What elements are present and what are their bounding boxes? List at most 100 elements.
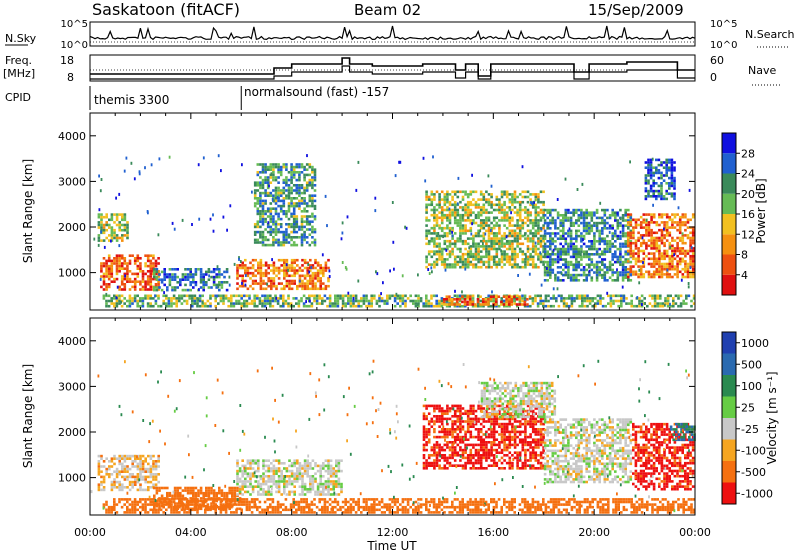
power-echo-cell <box>259 199 262 203</box>
power-echo-cell <box>666 294 670 298</box>
power-echo-cell <box>492 258 496 261</box>
power-echo-cell <box>569 216 573 220</box>
velocity-echo-cell <box>231 494 234 498</box>
power-echo-cell <box>469 255 473 259</box>
power-echo-cell <box>287 178 291 182</box>
power-echo-cell <box>110 302 113 305</box>
power-echo-cell <box>440 213 444 217</box>
power-echo-cell <box>456 263 460 266</box>
power-echo-cell <box>649 169 653 172</box>
power-echo-cell <box>565 297 568 300</box>
power-echo-cell <box>262 282 265 285</box>
power-echo-cell <box>549 253 552 256</box>
power-echo-cell <box>549 245 552 248</box>
power-echo-cell <box>178 294 181 298</box>
power-echo-cell <box>266 230 270 234</box>
velocity-echo-cell <box>293 493 296 496</box>
velocity-echo-cell <box>102 475 106 479</box>
power-echo-cell <box>309 287 312 291</box>
power-echo-cell <box>691 247 695 250</box>
power-echo-cell <box>298 282 302 285</box>
power-echo-cell <box>334 302 337 305</box>
power-echo-cell <box>580 245 583 248</box>
power-echo-cell <box>240 297 243 300</box>
power-echo-cell <box>352 299 355 303</box>
power-echo-cell <box>197 163 200 167</box>
power-echo-cell <box>621 271 625 274</box>
velocity-echo-cell <box>176 486 179 490</box>
velocity-echo-cell <box>301 467 304 470</box>
power-echo-cell <box>603 208 607 212</box>
power-echo-cell <box>305 163 309 166</box>
power-echo-cell <box>245 304 249 308</box>
power-echo-cell <box>425 258 428 261</box>
power-echo-cell <box>649 163 653 167</box>
power-echo-cell <box>471 222 473 226</box>
velocity-echo-cell <box>288 480 291 483</box>
velocity-echo-cell <box>244 467 247 470</box>
power-echo-cell <box>118 267 121 270</box>
velocity-echo-cell <box>110 457 114 460</box>
power-echo-cell <box>440 258 444 261</box>
power-echo-cell <box>624 245 627 248</box>
power-echo-cell <box>378 294 381 298</box>
power-echo-cell <box>253 202 257 205</box>
power-echo-cell <box>537 211 540 214</box>
power-echo-cell <box>184 273 187 276</box>
power-echo-cell <box>154 272 158 276</box>
power-echo-cell <box>503 232 506 235</box>
power-echo-cell <box>572 245 575 248</box>
power-echo-cell <box>176 268 179 271</box>
velocity-echo-cell <box>301 475 304 478</box>
power-echo-cell <box>601 253 604 256</box>
power-echo-cell <box>110 231 114 235</box>
velocity-echo-cell <box>115 467 119 471</box>
power-echo-cell <box>490 304 493 308</box>
power-echo-cell <box>261 304 264 308</box>
power-echo-cell <box>298 186 301 190</box>
power-echo-cell <box>619 260 622 264</box>
power-echo-cell <box>511 234 514 238</box>
power-echo-cell <box>476 298 480 301</box>
power-echo-cell <box>162 294 165 298</box>
velocity-echo-cell <box>251 488 255 491</box>
power-echo-cell <box>676 244 679 248</box>
power-echo-cell <box>136 275 140 278</box>
power-echo-cell <box>537 237 540 240</box>
power-echo-cell <box>588 247 591 251</box>
power-echo-cell <box>453 304 457 308</box>
power-echo-cell <box>606 245 609 248</box>
power-echo-cell <box>601 219 604 222</box>
power-echo-cell <box>623 295 626 299</box>
velocity-echo-cell <box>176 494 179 498</box>
power-echo-cell <box>139 262 142 265</box>
power-echo-cell <box>616 258 620 261</box>
power-echo-cell <box>503 242 506 246</box>
power-echo-cell <box>238 257 240 261</box>
power-echo-cell <box>210 270 213 274</box>
velocity-echo-cell <box>131 483 134 486</box>
power-echo-cell <box>446 239 449 243</box>
power-echo-cell <box>314 271 317 275</box>
power-echo-cell <box>534 294 537 298</box>
power-echo-cell <box>686 249 690 253</box>
power-echo-cell <box>494 303 498 306</box>
power-echo-cell <box>459 247 462 251</box>
velocity-echo-cell <box>249 477 252 481</box>
power-echo-cell <box>542 208 545 212</box>
power-echo-cell <box>435 219 439 222</box>
power-echo-cell <box>298 176 301 179</box>
power-echo-cell <box>274 207 278 210</box>
power-echo-cell <box>569 221 573 225</box>
power-echo-cell <box>469 200 473 204</box>
power-echo-cell <box>542 255 545 259</box>
power-echo-cell <box>308 165 312 169</box>
power-echo-cell <box>118 294 121 298</box>
power-echo-cell <box>642 261 644 265</box>
power-echo-cell <box>626 223 630 227</box>
power-echo-cell <box>649 174 653 177</box>
power-echo-cell <box>539 258 543 261</box>
power-echo-cell <box>308 304 311 308</box>
power-echo-cell <box>259 269 263 272</box>
power-echo-cell <box>673 176 676 180</box>
